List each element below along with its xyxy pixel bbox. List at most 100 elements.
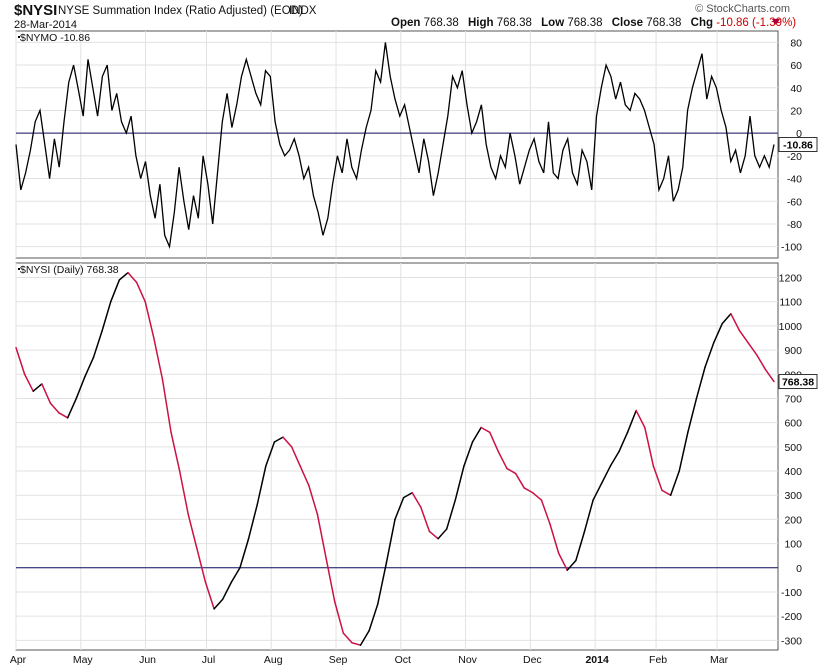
nysi-ytick-label: 200	[784, 514, 802, 526]
nysi-series-segment	[704, 342, 715, 368]
nysi-series-segment	[669, 470, 680, 496]
nymo-ytick-label: -60	[787, 196, 802, 208]
nymo-last-value-label: -10.86	[783, 140, 813, 152]
nysi-ytick-label: -100	[781, 587, 802, 599]
nysi-series-segment	[282, 436, 293, 448]
nysi-series-segment	[178, 470, 190, 516]
nysi-series-segment	[247, 504, 258, 540]
nysi-series-segment	[506, 467, 517, 475]
nysi-series-segment	[256, 465, 267, 506]
nysi-series-segment	[420, 506, 431, 533]
nysi-series-segment	[678, 431, 689, 472]
x-axis-label: Nov	[458, 654, 477, 666]
nysi-series-segment	[618, 431, 629, 453]
chart-date: 28-Mar-2014	[14, 19, 77, 31]
nysi-ytick-label: 1100	[779, 297, 802, 309]
down-triangle-icon	[772, 19, 780, 25]
nysi-series-segment	[273, 436, 284, 443]
close-value: 768.38	[646, 17, 682, 29]
close-label: Close	[611, 17, 644, 29]
nysi-series-segment	[290, 446, 301, 467]
nysi-series-segment	[144, 300, 155, 339]
nysi-series-segment	[308, 484, 319, 516]
chg-label: Chg	[690, 17, 714, 29]
nysi-series-segment	[299, 465, 310, 487]
nymo-last-value-box	[778, 137, 818, 152]
low-label: Low	[541, 17, 565, 29]
open-label: Open	[391, 17, 421, 29]
nysi-ytick-label: 100	[784, 539, 802, 551]
nysi-series-segment	[342, 632, 353, 644]
nysi-series-segment	[333, 600, 345, 634]
nysi-series-segment	[463, 441, 474, 467]
nysi-series-segment	[187, 513, 198, 550]
nysi-series-segment	[523, 487, 534, 494]
nysi-series-segment	[265, 441, 276, 467]
nysi-series-segment	[49, 402, 60, 414]
nymo-ytick-label: -80	[787, 219, 802, 231]
nysi-series-segment	[600, 465, 612, 484]
high-value: 768.38	[496, 17, 532, 29]
nysi-series-segment	[471, 426, 482, 443]
nysi-series-segment	[385, 518, 396, 564]
nysi-series-segment	[23, 373, 34, 392]
watermark-text: © StockCharts.com	[695, 3, 790, 15]
nysi-series-segment	[359, 629, 370, 646]
nysi-series-segment	[644, 426, 655, 467]
nysi-series-segment	[695, 366, 706, 400]
nysi-series-segment	[196, 547, 207, 584]
nymo-ytick-label: -40	[787, 174, 802, 186]
nymo-ytick-label: 40	[790, 83, 802, 95]
nysi-ytick-label: 300	[784, 490, 802, 502]
nysi-series-segment	[497, 450, 508, 470]
nysi-ytick-label: 700	[784, 393, 802, 405]
x-axis-label: Apr	[10, 654, 27, 666]
nysi-series-segment	[15, 346, 26, 376]
nysi-ytick-label: -200	[781, 611, 802, 623]
nysi-series-segment	[239, 537, 250, 569]
nysi-series-segment	[635, 409, 646, 429]
exchange-label: INDX	[289, 5, 317, 17]
x-axis-label: Mar	[710, 654, 729, 666]
x-axis-label: Jun	[139, 654, 156, 666]
nysi-series-segment	[583, 499, 594, 533]
nysi-series-segment	[687, 397, 698, 434]
nysi-series-segment	[153, 337, 164, 380]
x-axis-label: Sep	[329, 654, 348, 666]
nymo-ytick-label: 0	[796, 128, 802, 140]
x-axis-label: 2014	[585, 654, 609, 666]
nysi-series-segment	[368, 603, 379, 632]
nysi-ytick-label: 600	[784, 418, 802, 430]
nysi-series-segment	[402, 492, 413, 499]
nymo-series-line	[15, 42, 775, 250]
x-axis-label: Oct	[395, 654, 411, 666]
nysi-series-segment	[66, 397, 78, 419]
x-axis-label: Dec	[523, 654, 542, 666]
nysi-series-segment	[480, 426, 491, 434]
nysi-series-segment	[92, 329, 103, 359]
nysi-series-segment	[221, 581, 233, 600]
nymo-ytick-label: 60	[790, 60, 802, 72]
nysi-series-segment	[204, 581, 215, 610]
x-axis-label: Feb	[649, 654, 667, 666]
nysi-series-segment	[626, 409, 637, 434]
nymo-ytick-label: 20	[790, 105, 802, 117]
nysi-series-segment	[489, 431, 500, 453]
nysi-last-value-box	[778, 374, 818, 390]
nysi-series-segment	[377, 562, 388, 605]
nysi-series-segment	[437, 528, 448, 540]
nysi-last-value-label: 768.38	[782, 377, 814, 389]
nysi-series-segment	[213, 598, 224, 610]
nysi-series-segment	[609, 450, 620, 467]
nysi-series-segment	[454, 465, 465, 501]
x-axis-label: May	[73, 654, 94, 666]
nysi-series-segment	[411, 492, 422, 509]
nysi-ytick-label: 400	[784, 466, 802, 478]
nysi-series-segment	[32, 383, 43, 392]
nysi-series-segment	[135, 281, 146, 303]
nysi-ytick-label: 1200	[779, 273, 803, 285]
nysi-series-segment	[84, 356, 95, 378]
nysi-series-segment	[661, 489, 672, 496]
